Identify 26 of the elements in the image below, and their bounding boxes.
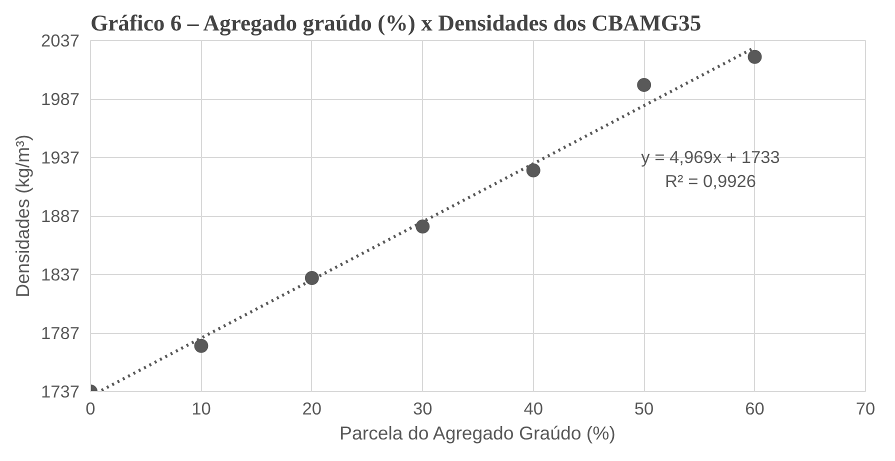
x-tick-label: 10 — [192, 398, 211, 418]
y-tick-label: 1987 — [40, 89, 80, 109]
y-tick-label: 1737 — [40, 382, 80, 402]
point — [194, 338, 208, 353]
point — [748, 50, 762, 64]
point — [304, 271, 319, 285]
x-axis-title: Parcela do Agregado Graúdo (%) — [340, 422, 616, 444]
y-tick-label: 2037 — [40, 30, 80, 50]
annotation: R² = 0,9926 — [664, 170, 756, 191]
x-tick-label: 0 — [86, 398, 96, 418]
x-tick-label: 40 — [524, 398, 543, 418]
x-tick-label: 30 — [413, 398, 432, 418]
y-tick-label: 1837 — [40, 264, 80, 284]
y-tick-label: 1937 — [40, 148, 80, 168]
y-tick-label: 1887 — [40, 206, 80, 226]
y-tick-label: 1787 — [40, 323, 80, 343]
annotation: y = 4,969x + 1733 — [641, 146, 780, 167]
x-tick-label: 50 — [634, 398, 654, 418]
x-tick-label: 60 — [745, 398, 764, 418]
y-axis-title: Densidades (kg/m³) — [12, 134, 33, 298]
point — [637, 78, 652, 92]
point — [526, 163, 540, 178]
chart-title: Gráfico 6 – Agregado graúdo (%) x Densidades dos CBAMG35 — [90, 10, 702, 36]
x-tick-label: 70 — [856, 398, 876, 418]
x-tick-label: 20 — [302, 398, 322, 418]
point — [416, 220, 430, 234]
